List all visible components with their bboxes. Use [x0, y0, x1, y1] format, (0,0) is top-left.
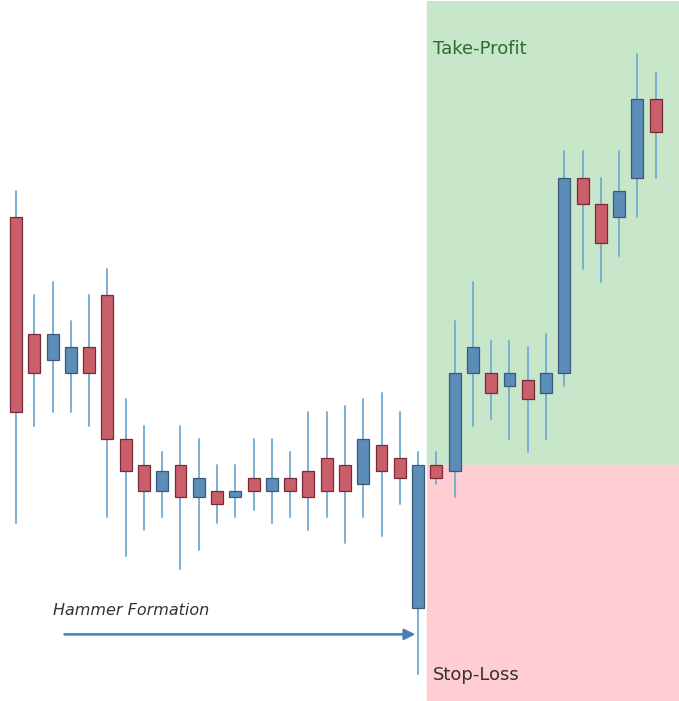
Bar: [576, 177, 589, 204]
Bar: [302, 471, 314, 497]
Bar: [595, 204, 607, 243]
Bar: [230, 491, 241, 497]
Bar: [412, 465, 424, 608]
Bar: [120, 439, 132, 471]
Bar: [485, 374, 497, 393]
Bar: [285, 478, 296, 491]
Bar: [29, 334, 40, 374]
Bar: [320, 458, 333, 491]
Bar: [375, 445, 388, 471]
Bar: [339, 465, 351, 491]
Bar: [175, 465, 187, 497]
Bar: [631, 100, 643, 177]
Bar: [613, 191, 625, 217]
Bar: [248, 478, 259, 491]
Bar: [558, 177, 570, 374]
Bar: [430, 465, 442, 478]
Bar: [504, 374, 515, 386]
Bar: [357, 439, 369, 484]
Bar: [449, 374, 460, 471]
Bar: [10, 217, 22, 412]
Bar: [394, 458, 406, 478]
Bar: [156, 471, 168, 491]
Bar: [211, 491, 223, 504]
Text: Stop-Loss: Stop-Loss: [433, 666, 519, 684]
Bar: [467, 347, 479, 374]
Bar: [65, 347, 77, 374]
Bar: [266, 478, 278, 491]
Bar: [521, 380, 534, 400]
Bar: [101, 295, 113, 439]
Bar: [83, 347, 95, 374]
Bar: [193, 478, 204, 497]
Text: Hammer Formation: Hammer Formation: [52, 603, 209, 618]
Bar: [540, 374, 552, 393]
Bar: [650, 100, 661, 132]
Text: Take-Profit: Take-Profit: [433, 39, 526, 57]
Bar: [138, 465, 150, 491]
Bar: [47, 334, 58, 360]
